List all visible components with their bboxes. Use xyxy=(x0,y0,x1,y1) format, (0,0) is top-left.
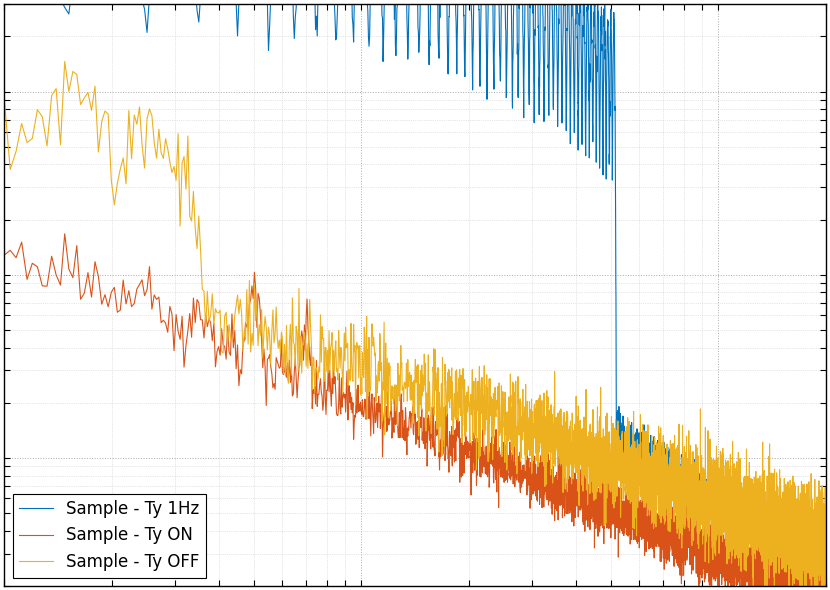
Sample - Ty OFF xyxy=(776,512,786,519)
Legend: Sample - Ty 1Hz, Sample - Ty ON, Sample - Ty OFF: Sample - Ty 1Hz, Sample - Ty ON, Sample … xyxy=(12,493,206,578)
Line: Sample - Ty OFF: Sample - Ty OFF xyxy=(4,61,826,590)
Sample - Ty 1Hz xyxy=(742,494,752,501)
Sample - Ty 1Hz xyxy=(776,543,786,550)
Sample - Ty 1Hz xyxy=(791,552,801,559)
Sample - Ty OFF xyxy=(560,434,570,441)
Sample - Ty OFF xyxy=(0,94,9,101)
Sample - Ty 1Hz xyxy=(673,467,683,474)
Sample - Ty ON xyxy=(776,551,786,558)
Sample - Ty ON xyxy=(673,541,683,548)
Sample - Ty ON xyxy=(821,584,830,590)
Sample - Ty OFF xyxy=(742,522,752,529)
Sample - Ty OFF xyxy=(754,500,764,507)
Line: Sample - Ty ON: Sample - Ty ON xyxy=(4,234,826,590)
Sample - Ty ON xyxy=(742,553,752,560)
Sample - Ty 1Hz xyxy=(560,0,570,1)
Sample - Ty 1Hz xyxy=(754,522,764,529)
Sample - Ty OFF xyxy=(821,579,830,586)
Sample - Ty ON xyxy=(60,230,70,237)
Sample - Ty ON xyxy=(0,251,9,258)
Sample - Ty ON xyxy=(560,462,570,469)
Sample - Ty 1Hz xyxy=(821,582,830,589)
Sample - Ty 1Hz xyxy=(819,588,829,590)
Sample - Ty OFF xyxy=(673,484,683,491)
Sample - Ty OFF xyxy=(60,58,70,65)
Sample - Ty ON xyxy=(791,588,801,590)
Line: Sample - Ty 1Hz: Sample - Ty 1Hz xyxy=(4,0,826,590)
Sample - Ty ON xyxy=(754,569,764,576)
Sample - Ty OFF xyxy=(791,533,801,540)
